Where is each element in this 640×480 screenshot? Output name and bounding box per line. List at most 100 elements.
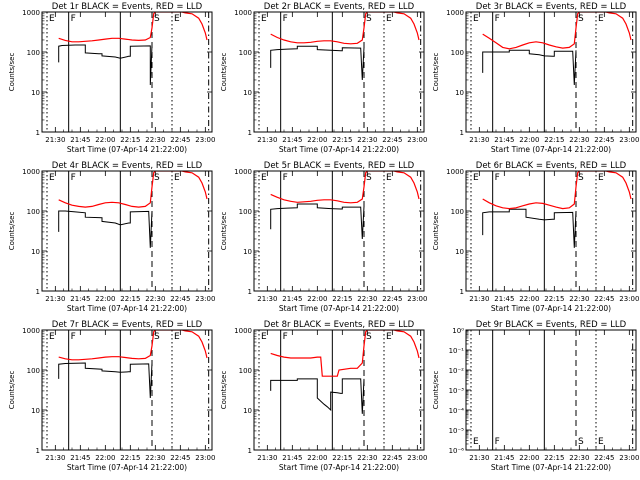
marker-label: F: [495, 437, 500, 447]
x-tick-label: 22:30: [357, 295, 377, 303]
marker-label: E: [49, 332, 55, 342]
plot-frame: [41, 170, 213, 292]
detector-panel: Det 3r BLACK = Events, RED = LLD Counts/s…: [432, 2, 639, 154]
y-tick-label: 1000: [234, 9, 252, 17]
marker-label: E: [49, 14, 55, 24]
y-tick-label: 10: [243, 89, 252, 97]
x-tick-label: 21:30: [257, 454, 277, 462]
x-tick-label: 22:00: [519, 454, 539, 462]
x-tick-label: 22:00: [307, 295, 327, 303]
y-axis-label: Counts/sec: [220, 371, 228, 410]
marker-label: E: [174, 332, 180, 342]
y-tick-label: 1: [36, 447, 40, 455]
x-tick-label: 23:00: [619, 454, 639, 462]
x-axis-label: Start Time (07-Apr-14 21:22:00): [491, 463, 611, 472]
y-tick-label: 10⁻⁵: [449, 427, 465, 435]
x-tick-label: 22:45: [594, 136, 614, 144]
x-tick-label: 23:00: [619, 136, 639, 144]
y-tick-label: 10⁻³: [449, 387, 465, 395]
marker-label: F: [283, 332, 288, 342]
y-tick-label: 100: [239, 49, 252, 57]
y-tick-label: 100: [27, 208, 40, 216]
y-tick-label: 100: [451, 49, 464, 57]
events-series-line: [58, 210, 153, 248]
x-tick-label: 22:45: [170, 454, 190, 462]
plot-frame: [253, 170, 425, 292]
events-series-line: [58, 44, 153, 86]
detector-panel: Det 8r BLACK = Events, RED = LLD Counts/s…: [220, 320, 427, 472]
y-tick-label: 10: [31, 248, 40, 256]
x-tick-label: 22:15: [332, 295, 352, 303]
y-tick-label: 10: [31, 407, 40, 415]
x-tick-label: 22:30: [357, 136, 377, 144]
events-series-line: [270, 203, 365, 240]
x-tick-label: 22:15: [332, 454, 352, 462]
marker-label: F: [495, 173, 500, 183]
events-series-line: [482, 49, 577, 86]
lld-series-line: [58, 330, 208, 361]
y-tick-label: 1000: [446, 9, 464, 17]
plot-frame: [465, 329, 637, 451]
y-tick-label: 1: [36, 288, 40, 296]
x-tick-label: 23:00: [195, 454, 215, 462]
y-axis-label: Counts/sec: [432, 371, 440, 410]
x-tick-label: 21:30: [257, 295, 277, 303]
marker-label: E: [598, 14, 604, 24]
marker-label: S: [366, 14, 372, 24]
y-tick-label: 1000: [22, 168, 40, 176]
y-tick-label: 1000: [446, 168, 464, 176]
y-tick-label: 1: [460, 288, 464, 296]
marker-label: S: [578, 14, 584, 24]
marker-label: E: [261, 173, 267, 183]
marker-label: F: [495, 14, 500, 24]
marker-label: E: [386, 14, 392, 24]
events-series-line: [58, 362, 153, 399]
events-series-line: [270, 45, 365, 81]
x-tick-label: 22:15: [544, 295, 564, 303]
y-tick-label: 10⁻⁶: [449, 447, 465, 455]
marker-label: E: [261, 14, 267, 24]
y-axis-label: Counts/sec: [220, 212, 228, 251]
x-tick-label: 22:15: [544, 454, 564, 462]
y-axis-label: Counts/sec: [8, 371, 16, 410]
marker-label: E: [598, 437, 604, 447]
y-tick-label: 10⁻¹: [449, 347, 465, 355]
detector-panel: Det 2r BLACK = Events, RED = LLD Counts/s…: [220, 2, 427, 154]
x-tick-label: 22:15: [332, 136, 352, 144]
x-tick-label: 22:00: [307, 454, 327, 462]
panel-title: Det 5r BLACK = Events, RED = LLD: [264, 161, 415, 171]
lld-series-line: [58, 12, 208, 43]
x-tick-label: 22:45: [170, 136, 190, 144]
plot-frame: [253, 11, 425, 133]
events-series-line: [482, 208, 577, 248]
y-tick-label: 1: [248, 447, 252, 455]
y-axis-label: Counts/sec: [220, 53, 228, 92]
detector-panel: Det 7r BLACK = Events, RED = LLD Counts/s…: [8, 320, 215, 472]
x-tick-label: 22:30: [145, 136, 165, 144]
marker-label: S: [154, 332, 160, 342]
x-tick-label: 22:45: [382, 454, 402, 462]
y-tick-label: 100: [27, 367, 40, 375]
x-tick-label: 21:45: [70, 136, 90, 144]
plot-frame: [253, 329, 425, 451]
lld-series-line: [482, 171, 632, 210]
x-tick-label: 21:30: [469, 295, 489, 303]
x-tick-label: 21:45: [282, 136, 302, 144]
panel-title: Det 8r BLACK = Events, RED = LLD: [264, 320, 415, 330]
x-tick-label: 21:30: [257, 136, 277, 144]
x-tick-label: 22:15: [120, 454, 140, 462]
panel-title: Det 4r BLACK = Events, RED = LLD: [52, 161, 203, 171]
panel-title: Det 3r BLACK = Events, RED = LLD: [476, 2, 627, 12]
x-tick-label: 23:00: [619, 295, 639, 303]
marker-label: S: [366, 332, 372, 342]
x-tick-label: 21:45: [70, 454, 90, 462]
detector-panel: Det 1r BLACK = Events, RED = LLD Counts/s…: [8, 2, 215, 154]
marker-label: E: [261, 332, 267, 342]
panel-title: Det 1r BLACK = Events, RED = LLD: [52, 2, 203, 12]
y-tick-label: 1: [248, 129, 252, 137]
lld-series-line: [58, 171, 208, 208]
marker-label: E: [386, 332, 392, 342]
y-tick-label: 100: [239, 367, 252, 375]
marker-label: E: [473, 173, 479, 183]
marker-label: F: [283, 173, 288, 183]
